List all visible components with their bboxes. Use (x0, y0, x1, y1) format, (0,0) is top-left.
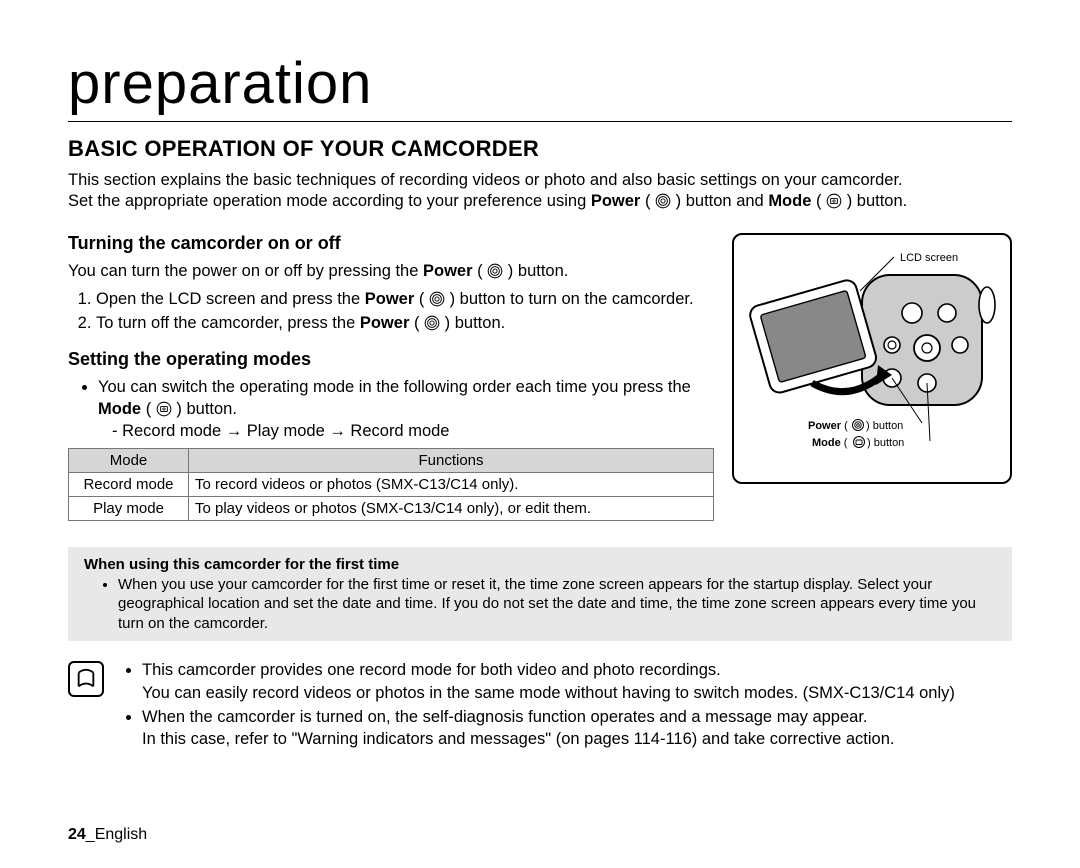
b1-pre: You can switch the operating mode in the… (98, 378, 691, 396)
intro-power-label: Power (591, 192, 641, 210)
paren: ( (419, 290, 425, 308)
turning-lead-power: Power (423, 262, 473, 280)
td-func: To record videos or photos (SMX-C13/C14 … (189, 473, 714, 497)
notes-section: This camcorder provides one record mode … (68, 659, 1012, 752)
diagram-column: LCD screen (732, 233, 1012, 522)
power-icon (424, 315, 440, 331)
intro-line2-pre: Set the appropriate operation mode accor… (68, 192, 591, 210)
mode-icon (826, 193, 842, 209)
mode-table: Mode Functions Record mode To record vid… (68, 448, 714, 521)
mode-icon (156, 401, 172, 417)
note-icon (68, 661, 104, 697)
intro-paren-open: ( (645, 192, 651, 210)
svg-text:Mode (: Mode ( (812, 437, 848, 449)
power-icon (487, 263, 503, 279)
turning-lead: You can turn the power on or off by pres… (68, 260, 714, 282)
table-row: Record mode To record videos or photos (… (69, 473, 714, 497)
note-1: This camcorder provides one record mode … (142, 659, 955, 704)
s2-tail: button. (455, 314, 505, 332)
turning-step-1: Open the LCD screen and press the Power … (96, 288, 714, 310)
setting-bullets: You can switch the operating mode in the… (98, 376, 714, 443)
paren: ) (508, 262, 514, 280)
note-2: When the camcorder is turned on, the sel… (142, 706, 955, 751)
paren: ( (477, 262, 483, 280)
turning-lead-pre: You can turn the power on or off by pres… (68, 262, 423, 280)
first-time-title: When using this camcorder for the first … (84, 555, 1000, 575)
first-time-bullet: When you use your camcorder for the firs… (118, 575, 1000, 634)
s2-power: Power (360, 314, 410, 332)
page-title: preparation (68, 50, 1012, 122)
intro-line1: This section explains the basic techniqu… (68, 171, 903, 189)
s1-tail: button to turn on the camcorder. (460, 290, 694, 308)
td-mode: Record mode (69, 473, 189, 497)
setting-subtitle: Setting the operating modes (68, 349, 714, 370)
intro-mid: button and (686, 192, 769, 210)
n1b: You can easily record videos or photos i… (142, 684, 955, 702)
table-header-row: Mode Functions (69, 449, 714, 473)
paren: ) (176, 400, 182, 418)
intro-paren-close: ) (676, 192, 682, 210)
turning-lead-tail: button. (518, 262, 568, 280)
intro-tail: button. (857, 192, 907, 210)
page-lang: _English (86, 826, 147, 843)
first-time-box: When using this camcorder for the first … (68, 547, 1012, 641)
paren: ( (414, 314, 420, 332)
th-mode: Mode (69, 449, 189, 473)
svg-text:) button: ) button (867, 437, 904, 449)
b1-tail: button. (186, 400, 236, 418)
power-icon (655, 193, 671, 209)
td-mode: Play mode (69, 497, 189, 521)
b1-mode: Mode (98, 400, 141, 418)
n1a: This camcorder provides one record mode … (142, 661, 721, 679)
power-icon (429, 291, 445, 307)
page-number: 24 (68, 826, 86, 843)
intro-paren-close2: ) (847, 192, 853, 210)
th-functions: Functions (189, 449, 714, 473)
svg-text:) button: ) button (866, 420, 903, 432)
table-row: Play mode To play videos or photos (SMX-… (69, 497, 714, 521)
s2-pre: To turn off the camcorder, press the (96, 314, 360, 332)
section-heading: BASIC OPERATION OF YOUR CAMCORDER (68, 136, 1012, 162)
diagram-lcd-label: LCD screen (900, 252, 958, 264)
paren: ) (445, 314, 451, 332)
camcorder-diagram: LCD screen (732, 233, 1012, 484)
td-func: To play videos or photos (SMX-C13/C14 on… (189, 497, 714, 521)
notes-list: This camcorder provides one record mode … (142, 659, 955, 752)
n2b: In this case, refer to "Warning indicato… (142, 730, 894, 748)
s1-pre: Open the LCD screen and press the (96, 290, 365, 308)
paren: ( (146, 400, 152, 418)
intro-paren-open2: ( (816, 192, 822, 210)
page-footer: 24_English (68, 826, 147, 844)
paren: ) (450, 290, 456, 308)
turning-steps: Open the LCD screen and press the Power … (96, 288, 714, 335)
intro-paragraph: This section explains the basic techniqu… (68, 170, 1012, 213)
intro-mode-label: Mode (768, 192, 811, 210)
setting-bullet-1: You can switch the operating mode in the… (98, 376, 714, 443)
turning-step-2: To turn off the camcorder, press the Pow… (96, 312, 714, 334)
setting-dash: - Record mode → Play mode → Record mode (112, 420, 714, 442)
s1-power: Power (365, 290, 415, 308)
n2a: When the camcorder is turned on, the sel… (142, 708, 868, 726)
turning-subtitle: Turning the camcorder on or off (68, 233, 714, 254)
svg-text:Power (: Power ( (808, 420, 848, 432)
